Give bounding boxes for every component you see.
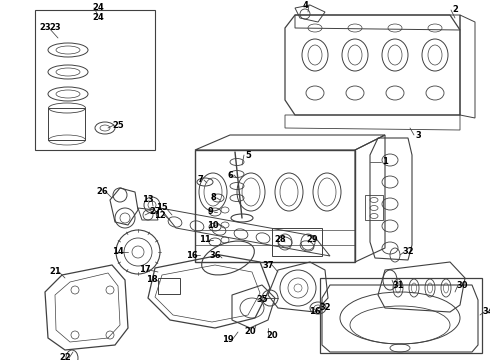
Bar [158,278,180,294]
Bar [35,10,155,150]
Text: 9: 9 [207,207,213,216]
Text: 20: 20 [266,330,278,339]
Text: 21: 21 [49,267,61,276]
Text: 7: 7 [197,175,203,184]
Text: 22: 22 [59,354,71,360]
Text: 24: 24 [92,13,104,22]
Text: 17: 17 [139,266,151,274]
Text: 14: 14 [112,248,124,256]
Text: 25: 25 [112,121,124,130]
Text: 4: 4 [302,0,308,9]
Text: 15: 15 [156,203,168,212]
Text: 32: 32 [402,248,414,256]
Text: 23: 23 [39,23,51,32]
Text: 19: 19 [222,336,234,345]
Bar [365,195,383,220]
Bar [320,278,482,353]
Text: 3: 3 [415,130,421,139]
Text: 16: 16 [186,251,198,260]
Text: 23: 23 [49,23,61,32]
Text: 28: 28 [274,235,286,244]
Text: 27: 27 [149,207,161,216]
Text: 1: 1 [382,158,388,166]
Text: 29: 29 [306,235,318,244]
Text: 11: 11 [199,235,211,244]
Text: 37: 37 [262,261,274,270]
Text: 5: 5 [245,150,251,159]
Text: 8: 8 [210,194,216,202]
Text: 24: 24 [92,4,104,13]
Text: 18: 18 [146,275,158,284]
Bar [272,228,322,256]
Text: 13: 13 [142,195,154,204]
Text: 12: 12 [154,211,166,220]
Text: 26: 26 [96,188,108,197]
Text: 31: 31 [392,280,404,289]
Text: 10: 10 [207,221,219,230]
Text: 6: 6 [227,171,233,180]
Text: 32: 32 [319,303,331,312]
Text: 36: 36 [209,251,221,260]
Text: 34: 34 [482,307,490,316]
Text: 16: 16 [309,307,321,316]
Text: 2: 2 [452,5,458,14]
Text: 35: 35 [256,296,268,305]
Text: 30: 30 [456,280,468,289]
Text: 20: 20 [244,328,256,337]
